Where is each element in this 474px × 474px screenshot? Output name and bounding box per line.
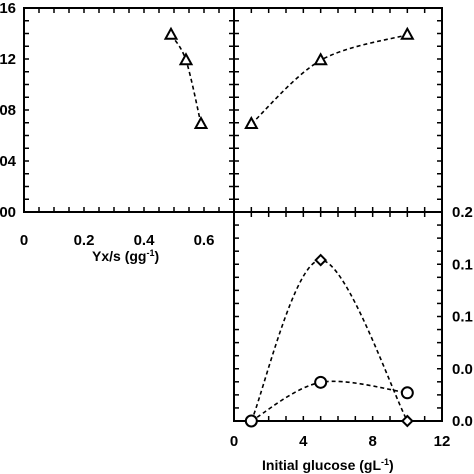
y-tick-labels: 0.0 0.0 0.1 0.1 0.2 [452, 204, 473, 430]
triangle-marker [400, 26, 415, 40]
y-tick-label: 16 [0, 0, 16, 17]
y-tick-label: 0.0 [452, 361, 473, 378]
y-tick-label: 12 [0, 51, 16, 68]
triangle-marker [163, 26, 179, 40]
x-tick-label: 0.2 [74, 232, 95, 249]
y-tick-labels: 00 04 08 12 16 [0, 0, 17, 221]
y-tick-label: 0.2 [452, 204, 473, 221]
y-tick-label: 0.1 [452, 256, 473, 273]
y-tick-label: 08 [0, 102, 16, 119]
x-axis-title-bottom: Initial glucose (gL-1) [262, 457, 394, 473]
series-group [244, 253, 414, 428]
x-axis-title-left: Yx/s (gg-1) [92, 248, 159, 264]
x-tick-labels: 0 4 8 12 [230, 433, 451, 450]
tick-group [23, 7, 235, 213]
series-line [250, 259, 409, 422]
x-tick-label: 0 [230, 433, 238, 450]
panel-top-left: 0 0.2 0.4 0.6 00 04 08 12 16 Yx/s (gg-1) [0, 0, 235, 264]
x-tick-label: 0.6 [194, 232, 215, 249]
series-line [170, 34, 202, 125]
x-tick-label: 8 [368, 433, 376, 450]
series-group [244, 26, 415, 130]
circle-marker [244, 414, 258, 428]
x-tick-label: 12 [434, 433, 451, 450]
diamond-marker [400, 414, 414, 428]
x-tick-label: 4 [299, 433, 308, 450]
tick-group [233, 211, 443, 422]
x-tick-label: 0.4 [134, 232, 156, 249]
series-line [250, 380, 408, 422]
x-tick-label: 0 [20, 232, 28, 249]
circle-marker [314, 375, 328, 389]
diamond-marker [314, 253, 328, 267]
series-line [250, 34, 408, 125]
panel-bottom-right: 0 4 8 12 0.0 0.0 0.1 0.1 0.2 Initial glucose (g… [230, 204, 473, 473]
y-tick-label: 00 [0, 204, 16, 221]
panel-top-right [233, 7, 443, 213]
x-tick-labels: 0 0.2 0.4 0.6 [20, 232, 215, 249]
y-tick-label: 04 [0, 153, 17, 170]
circle-marker [400, 386, 414, 400]
triangle-marker [244, 115, 259, 130]
triangle-marker [178, 52, 194, 66]
panel-frame [23, 7, 235, 213]
y-tick-label: 0.0 [452, 413, 473, 430]
series-group [163, 26, 209, 130]
y-tick-label: 0.1 [452, 309, 473, 326]
triangle-marker [193, 115, 209, 130]
triangle-marker [313, 52, 328, 66]
